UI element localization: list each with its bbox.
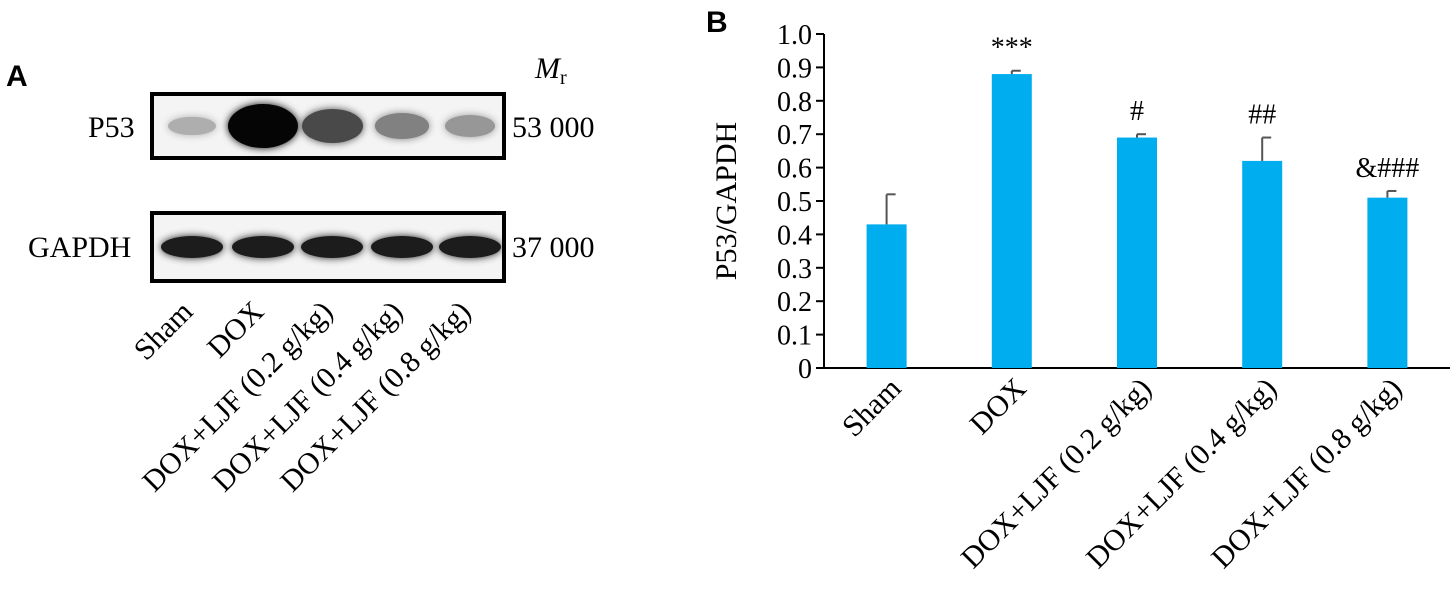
y-tick-label: 0.7 xyxy=(777,120,812,151)
significance-label: # xyxy=(1130,96,1144,127)
blot-band xyxy=(444,115,496,137)
blot-band xyxy=(232,236,294,258)
y-tick-label: 0.8 xyxy=(777,87,812,118)
panel-a-letter: A xyxy=(6,60,28,93)
y-tick-label: 0.6 xyxy=(777,154,812,185)
bar xyxy=(991,74,1032,368)
y-tick-label: 0.2 xyxy=(777,287,812,318)
y-tick-label: 0.1 xyxy=(777,321,812,352)
mr-subscript: r xyxy=(560,67,567,89)
y-tick-label: 0.4 xyxy=(777,220,812,251)
y-tick-label: 0 xyxy=(798,354,812,385)
y-tick-label: 1.0 xyxy=(777,20,812,51)
blot-protein-label-p53: P53 xyxy=(88,111,135,144)
blot-band xyxy=(375,113,429,139)
blot-mw-label-gapdh: 37 000 xyxy=(512,231,595,264)
blot-band xyxy=(371,236,433,258)
blot-band xyxy=(301,109,363,143)
blot-band xyxy=(439,236,501,258)
blot-band xyxy=(168,116,216,136)
mr-letter: M xyxy=(535,52,560,85)
x-tick-label: Sham xyxy=(836,372,908,444)
significance-label: *** xyxy=(991,33,1033,64)
blot-protein-label-gapdh: GAPDH xyxy=(28,231,132,264)
y-tick-label: 0.9 xyxy=(777,53,812,84)
x-tick-label: DOX xyxy=(963,371,1033,441)
significance-label: &### xyxy=(1356,153,1420,184)
mr-label: Mr xyxy=(535,52,567,90)
bar xyxy=(1117,137,1157,368)
blot-band xyxy=(301,236,363,258)
y-tick-label: 0.5 xyxy=(777,187,812,218)
y-axis-title: P53/GAPDH xyxy=(710,122,743,280)
panel-b-letter: B xyxy=(706,6,728,39)
bar-chart: 00.10.20.30.40.50.60.70.80.91.0 P53/GAPDH… xyxy=(710,20,1450,575)
blot-band xyxy=(228,104,298,148)
western-blot-p53 xyxy=(150,92,506,160)
blot-band xyxy=(161,236,223,258)
bar xyxy=(1367,197,1408,368)
blot-mw-label-p53: 53 000 xyxy=(512,111,595,144)
significance-label: ## xyxy=(1248,100,1276,131)
western-blot-gapdh xyxy=(150,211,506,283)
y-tick-label: 0.3 xyxy=(777,254,812,285)
bar xyxy=(866,224,907,368)
bar xyxy=(1242,160,1283,368)
